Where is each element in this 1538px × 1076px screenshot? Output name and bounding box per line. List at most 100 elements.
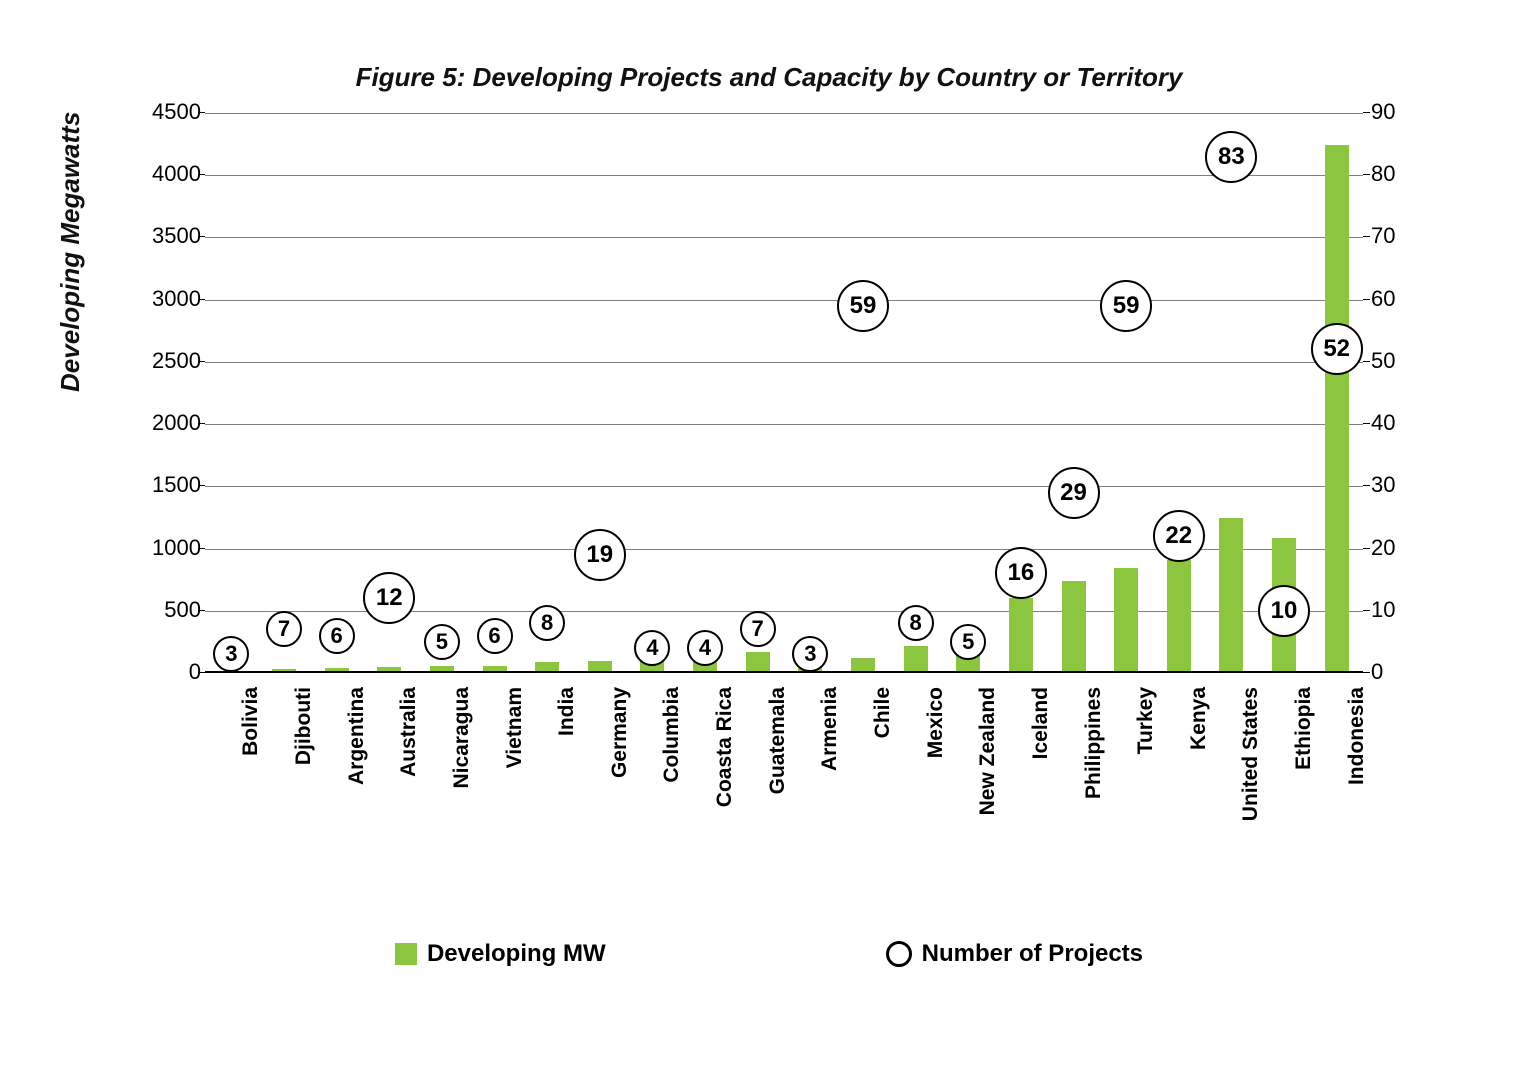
bar [1062, 581, 1086, 673]
y-left-tick-mark [198, 236, 205, 237]
project-count-marker: 12 [363, 572, 415, 624]
project-count-marker: 52 [1311, 323, 1363, 375]
grid-line [205, 113, 1363, 114]
project-count-marker: 8 [898, 605, 934, 641]
y-left-tick-label: 3000 [121, 286, 201, 312]
y-left-tick-label: 2500 [121, 348, 201, 374]
x-category-label: United States [1239, 687, 1263, 821]
y-left-tick-label: 3500 [121, 223, 201, 249]
y-left-tick-label: 4000 [121, 161, 201, 187]
bar [1009, 598, 1033, 673]
x-category-label: Bolivia [239, 687, 263, 756]
y-left-tick-label: 1500 [121, 472, 201, 498]
project-count-marker: 29 [1048, 467, 1100, 519]
x-axis-baseline [205, 671, 1363, 673]
project-count-marker: 6 [319, 618, 355, 654]
y-left-tick-mark [198, 361, 205, 362]
legend-bar-swatch [395, 943, 417, 965]
project-count-marker: 7 [266, 611, 302, 647]
bar-rect [746, 652, 770, 673]
x-category-label: Indonesia [1345, 687, 1369, 785]
y-right-tick-label: 10 [1371, 597, 1431, 623]
y-right-tick-mark [1363, 610, 1370, 611]
project-count-marker: 10 [1258, 585, 1310, 637]
legend-label-developing-mw: Developing MW [427, 940, 606, 968]
chart-container: Developing Megawatts Numbers of Projects… [85, 112, 1453, 852]
legend-item-developing-mw: Developing MW [395, 940, 606, 968]
y-right-tick-mark [1363, 548, 1370, 549]
y-right-tick-mark [1363, 112, 1370, 113]
project-count-marker: 8 [529, 605, 565, 641]
bar [1167, 560, 1191, 673]
project-count-marker: 4 [687, 630, 723, 666]
legend-item-project-count: Number of Projects [886, 940, 1143, 968]
project-count-marker: 16 [995, 547, 1047, 599]
project-count-marker: 7 [740, 611, 776, 647]
y-right-tick-label: 40 [1371, 410, 1431, 436]
page-root: Figure 5: Developing Projects and Capaci… [0, 0, 1538, 1076]
y-right-tick-label: 50 [1371, 348, 1431, 374]
grid-line [205, 175, 1363, 176]
x-category-label: India [555, 687, 579, 736]
x-category-label: Coasta Rica [713, 687, 737, 807]
y-right-tick-label: 20 [1371, 535, 1431, 561]
bar-rect [1009, 598, 1033, 673]
grid-line [205, 424, 1363, 425]
x-category-label: Germany [608, 687, 632, 778]
x-category-label: New Zealand [976, 687, 1000, 815]
y-left-tick-mark [198, 610, 205, 611]
y-left-tick-mark [198, 423, 205, 424]
y-right-tick-mark [1363, 174, 1370, 175]
legend: Developing MW Number of Projects [0, 940, 1538, 968]
y-right-tick-mark [1363, 299, 1370, 300]
bar [904, 646, 928, 673]
plot-area: 37612568194473598516295922831052 [205, 112, 1363, 673]
y-left-tick-label: 2000 [121, 410, 201, 436]
project-count-marker: 4 [634, 630, 670, 666]
project-count-marker: 3 [213, 636, 249, 672]
bar-rect [904, 646, 928, 673]
y-right-tick-label: 30 [1371, 472, 1431, 498]
bar [1114, 568, 1138, 673]
grid-line [205, 237, 1363, 238]
x-category-label: Turkey [1134, 687, 1158, 754]
project-count-marker: 59 [1100, 280, 1152, 332]
bar-rect [1325, 145, 1349, 673]
y-left-tick-label: 4500 [121, 99, 201, 125]
project-count-marker: 5 [424, 624, 460, 660]
y-left-tick-mark [198, 299, 205, 300]
x-category-label: Mexico [924, 687, 948, 758]
y-left-tick-mark [198, 112, 205, 113]
x-category-label: Guatemala [766, 687, 790, 794]
y-left-axis-title: Developing Megawatts [55, 112, 86, 392]
x-category-label: Djibouti [292, 687, 316, 765]
bar [1219, 518, 1243, 673]
x-category-label: Ethiopia [1292, 687, 1316, 770]
x-category-label: Argentina [345, 687, 369, 785]
y-left-tick-label: 1000 [121, 535, 201, 561]
bar [1325, 145, 1349, 673]
x-category-label: Vietnam [503, 687, 527, 768]
x-category-label: Nicaragua [450, 687, 474, 789]
y-left-tick-mark [198, 548, 205, 549]
y-right-tick-label: 60 [1371, 286, 1431, 312]
bar-rect [1062, 581, 1086, 673]
grid-line [205, 486, 1363, 487]
y-right-tick-mark [1363, 361, 1370, 362]
project-count-marker: 83 [1205, 131, 1257, 183]
y-right-tick-mark [1363, 423, 1370, 424]
bar-rect [1219, 518, 1243, 673]
y-right-tick-label: 80 [1371, 161, 1431, 187]
y-right-tick-label: 70 [1371, 223, 1431, 249]
project-count-marker: 3 [792, 636, 828, 672]
grid-line [205, 362, 1363, 363]
x-category-label: Armenia [818, 687, 842, 771]
x-category-label: Iceland [1029, 687, 1053, 759]
project-count-marker: 19 [574, 529, 626, 581]
project-count-marker: 5 [950, 624, 986, 660]
legend-circle-swatch [886, 941, 912, 967]
y-right-tick-mark [1363, 672, 1370, 673]
y-right-tick-mark [1363, 485, 1370, 486]
y-right-tick-label: 0 [1371, 659, 1431, 685]
grid-line [205, 300, 1363, 301]
